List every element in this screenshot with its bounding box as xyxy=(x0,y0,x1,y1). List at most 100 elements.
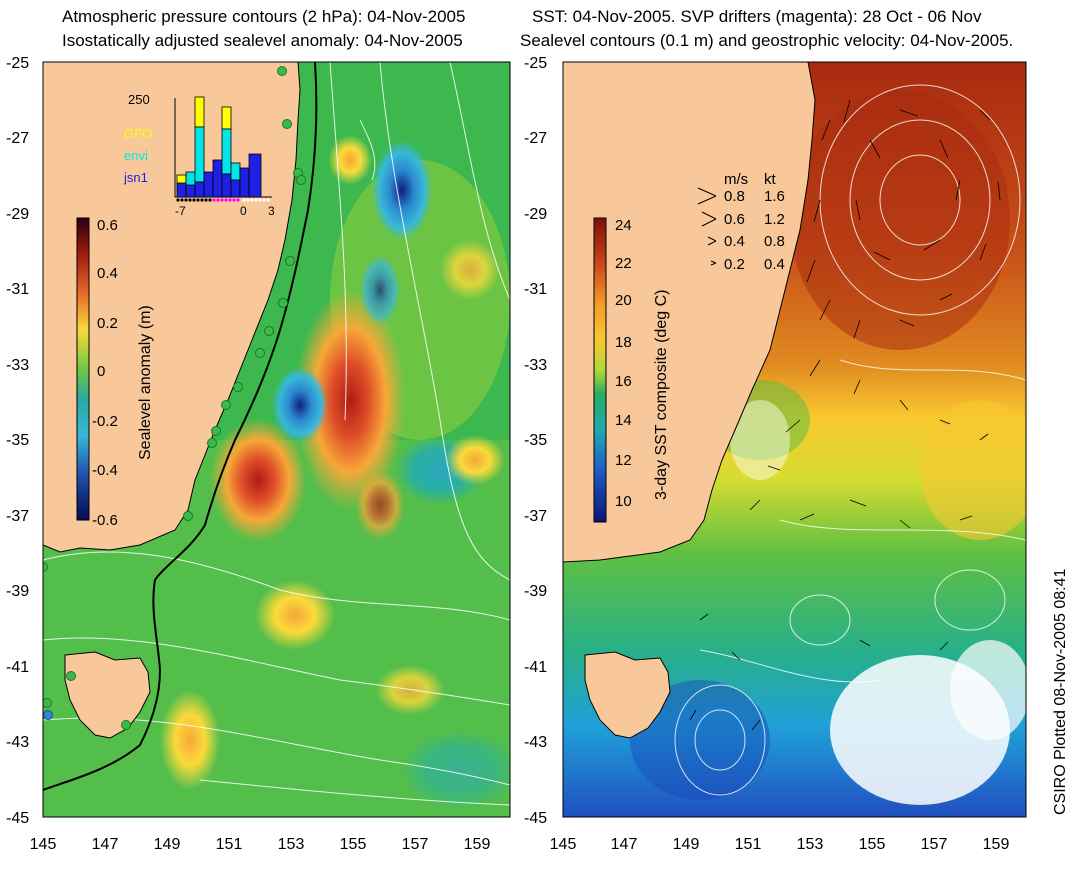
left-x-tick: 147 xyxy=(92,836,119,853)
left-cb-tick: -0.4 xyxy=(92,462,118,479)
left-title-line1: Atmospheric pressure contours (2 hPa): 0… xyxy=(62,7,466,26)
left-title-line2: Isostatically adjusted sealevel anomaly:… xyxy=(62,31,463,50)
right-cb-tick: 22 xyxy=(615,255,632,272)
right-cb-tick: 10 xyxy=(615,493,632,510)
left-x-tick: 149 xyxy=(154,836,181,853)
sealevel-contours xyxy=(674,84,1026,796)
left-cb-tick: 0.2 xyxy=(97,315,118,332)
right-y-tick: -35 xyxy=(524,432,547,449)
right-x-tick: 147 xyxy=(611,836,638,853)
left-y-tick: -27 xyxy=(6,130,29,147)
right-y-tick: -25 xyxy=(524,55,547,72)
left-colorbar-ticks: 0.6 0.4 0.2 0 -0.2 -0.4 -0.6 xyxy=(92,217,118,529)
anomaly-low-2 xyxy=(372,140,432,240)
right-cb-tick: 16 xyxy=(615,373,632,390)
right-title-line2: Sealevel contours (0.1 m) and geostrophi… xyxy=(520,31,1014,50)
right-cb-tick: 12 xyxy=(615,452,632,469)
plot-timestamp: CSIRO Plotted 08-Nov-2005 08:41 xyxy=(1052,568,1069,815)
left-map: 250 GFO envi jsn1 -7 0 3 0.6 0.4 0.2 0 -… xyxy=(43,62,510,817)
right-y-axis: -25 -27 -29 -31 -33 -35 -37 -39 -41 -43 … xyxy=(524,55,547,827)
left-cb-tick: 0 xyxy=(97,363,105,380)
right-y-tick: -31 xyxy=(524,281,547,298)
shelf-break xyxy=(43,62,318,791)
left-y-tick: -25 xyxy=(6,55,29,72)
right-x-tick: 153 xyxy=(797,836,824,853)
left-cb-tick: -0.6 xyxy=(92,512,118,529)
anomaly-high-west xyxy=(210,418,306,542)
inset-legend-envi: envi xyxy=(124,148,148,163)
right-x-tick: 155 xyxy=(859,836,886,853)
right-colorbar-ticks: 24 22 20 18 16 14 12 10 xyxy=(615,217,632,510)
right-y-tick: -43 xyxy=(524,734,547,751)
left-y-tick: -31 xyxy=(6,281,29,298)
right-y-tick: -27 xyxy=(524,130,547,147)
velocity-arrows xyxy=(689,99,1001,731)
left-cb-tick: -0.2 xyxy=(92,413,118,430)
altimeter-inset: 250 GFO envi jsn1 -7 0 3 xyxy=(123,92,275,218)
vel-row: 0.4 xyxy=(724,233,745,250)
left-y-axis: -25 -27 -29 -31 -33 -35 -37 -39 -41 -43 … xyxy=(6,55,29,827)
right-cb-tick: 18 xyxy=(615,334,632,351)
vel-row: 0.4 xyxy=(764,256,785,273)
right-cb-tick: 14 xyxy=(615,412,632,429)
left-colorbar-label: Sealevel anomaly (m) xyxy=(137,305,154,460)
vel-row: 0.8 xyxy=(724,188,745,205)
tasmania xyxy=(64,651,151,739)
right-cb-tick: 24 xyxy=(615,217,632,234)
inset-xtick-0: 0 xyxy=(240,204,247,218)
left-y-tick: -43 xyxy=(6,734,29,751)
left-map-frame xyxy=(42,61,511,818)
inset-xtick-3: 3 xyxy=(268,204,275,218)
vel-row: 1.2 xyxy=(764,211,785,228)
velocity-legend: m/s kt 0.8 1.6 0.6 1.2 0.4 0.8 0.2 0.4 xyxy=(697,171,785,273)
right-colorbar-label: 3-day SST composite (deg C) xyxy=(653,290,670,500)
right-y-tick: -41 xyxy=(524,659,547,676)
right-x-tick: 159 xyxy=(983,836,1010,853)
left-x-tick: 155 xyxy=(340,836,367,853)
left-y-tick: -41 xyxy=(6,659,29,676)
right-tasmania xyxy=(584,651,671,739)
left-y-tick: -45 xyxy=(6,810,29,827)
right-y-tick: -45 xyxy=(524,810,547,827)
right-x-tick: 149 xyxy=(673,836,700,853)
right-y-tick: -37 xyxy=(524,508,547,525)
right-x-tick: 145 xyxy=(550,836,577,853)
left-x-tick: 159 xyxy=(464,836,491,853)
vel-row: 0.6 xyxy=(724,211,745,228)
left-y-tick: -29 xyxy=(6,206,29,223)
vel-header-kt: kt xyxy=(764,171,777,188)
right-y-tick: -33 xyxy=(524,357,547,374)
left-x-tick: 145 xyxy=(30,836,57,853)
anomaly-low-1 xyxy=(272,367,328,443)
left-colorbar xyxy=(76,217,90,521)
left-x-tick: 151 xyxy=(216,836,243,853)
right-y-tick: -29 xyxy=(524,206,547,223)
left-x-axis: 145 147 149 151 153 155 157 159 xyxy=(30,836,491,853)
left-y-tick: -35 xyxy=(6,432,29,449)
left-x-tick: 153 xyxy=(278,836,305,853)
inset-xtick-neg7: -7 xyxy=(175,204,186,218)
vel-row: 1.6 xyxy=(764,188,785,205)
vel-row: 0.8 xyxy=(764,233,785,250)
inset-legend-gfo: GFO xyxy=(124,126,152,141)
left-y-tick: -37 xyxy=(6,508,29,525)
right-map-frame xyxy=(562,61,1027,818)
tide-gauges xyxy=(43,66,306,730)
right-colorbar xyxy=(593,217,607,523)
right-title-line1: SST: 04-Nov-2005. SVP drifters (magenta)… xyxy=(532,7,982,26)
right-map: m/s kt 0.8 1.6 0.6 1.2 0.4 0.8 0.2 0.4 2… xyxy=(563,62,1026,817)
right-x-axis: 145 147 149 151 153 155 157 159 xyxy=(550,836,1010,853)
left-y-tick: -39 xyxy=(6,583,29,600)
left-cb-tick: 0.6 xyxy=(97,217,118,234)
right-x-tick: 157 xyxy=(921,836,948,853)
vel-row: 0.2 xyxy=(724,256,745,273)
left-x-tick: 157 xyxy=(402,836,429,853)
right-x-tick: 151 xyxy=(735,836,762,853)
right-y-tick: -39 xyxy=(524,583,547,600)
left-cb-tick: 0.4 xyxy=(97,265,118,282)
anomaly-high-east xyxy=(295,290,405,510)
right-australia-mainland xyxy=(563,62,816,563)
inset-legend-jsn1: jsn1 xyxy=(123,170,148,185)
left-y-tick: -33 xyxy=(6,357,29,374)
